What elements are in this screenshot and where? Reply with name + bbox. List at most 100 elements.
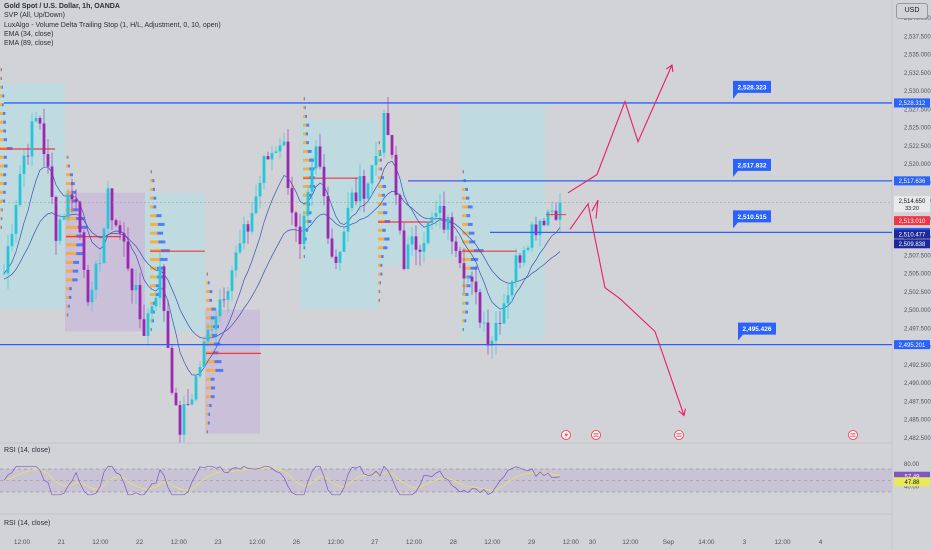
- volume-profile-bar: [66, 243, 77, 247]
- volume-profile-bar: [0, 138, 4, 142]
- volume-profile-bar: [303, 167, 310, 171]
- volume-profile-bar: [158, 222, 165, 226]
- volume-profile-bar: [379, 281, 381, 285]
- volume-profile-bar: [379, 141, 380, 145]
- time-tick: 12:00: [622, 539, 639, 546]
- indicator-ema89[interactable]: EMA (89, close): [4, 40, 54, 48]
- volume-profile-bar: [378, 158, 381, 162]
- volume-profile-bar: [464, 319, 467, 323]
- volume-profile-bar: [467, 205, 473, 209]
- volume-profile-bar: [3, 138, 7, 142]
- time-tick: 28: [450, 539, 458, 546]
- volume-profile-bar: [380, 272, 383, 276]
- candle: [170, 347, 174, 393]
- indicator-ema34[interactable]: EMA (34, close): [4, 30, 54, 38]
- volume-profile-bar: [462, 257, 471, 261]
- candle: [410, 236, 414, 245]
- volume-profile-bar: [309, 158, 314, 162]
- price-tick: 2,507.500: [904, 253, 931, 259]
- volume-profile-bar: [303, 149, 308, 153]
- candle: [130, 268, 134, 291]
- candle: [246, 224, 250, 232]
- volume-profile-bar: [66, 217, 77, 221]
- candle: [14, 204, 18, 234]
- time-tick: 12:00: [484, 539, 501, 546]
- candle: [494, 322, 498, 341]
- candle: [378, 152, 382, 156]
- volume-profile-bar: [3, 129, 7, 133]
- candle: [350, 192, 354, 208]
- volume-profile-bar: [303, 255, 305, 259]
- volume-profile-bar: [381, 255, 384, 259]
- price-tick: 2,537.500: [904, 34, 931, 40]
- price-tick: 2,520.000: [904, 162, 931, 168]
- volume-profile-bar: [0, 120, 4, 124]
- time-tick: 12:00: [327, 539, 344, 546]
- level-callout: [733, 158, 771, 177]
- candle: [286, 141, 290, 189]
- volume-profile-bar: [155, 284, 161, 288]
- volume-profile-bar: [210, 377, 215, 381]
- volume-profile-bar: [212, 333, 218, 337]
- projection-arrowhead: [678, 408, 686, 417]
- candle: [30, 121, 34, 157]
- rsi-legend-2[interactable]: RSI (14, close): [4, 520, 51, 527]
- price-axis-label: 2,513.010: [899, 219, 926, 225]
- volume-profile-bar: [381, 193, 386, 197]
- price-axis-label: 2,510.477: [899, 232, 926, 238]
- volume-profile-bar: [2, 103, 4, 107]
- volume-profile-bar: [378, 167, 381, 171]
- volume-profile-bar: [152, 319, 155, 323]
- candle: [206, 329, 210, 342]
- candle: [154, 297, 158, 307]
- candle: [422, 242, 426, 252]
- projection-arrowhead: [591, 199, 599, 219]
- indicator-svp[interactable]: SVP (All, Up/Down): [4, 12, 65, 20]
- candle: [166, 310, 170, 348]
- price-tick: 2,490.000: [904, 381, 931, 387]
- candle: [54, 196, 58, 241]
- time-tick: 21: [58, 539, 66, 546]
- rsi-legend[interactable]: RSI (14, close): [4, 447, 51, 454]
- time-tick: 14:00: [698, 539, 715, 546]
- candle: [118, 225, 122, 234]
- volume-profile-bar: [303, 158, 310, 162]
- volume-profile-bar: [66, 269, 73, 273]
- candle: [78, 201, 82, 233]
- candle: [282, 141, 286, 146]
- price-tick: 2,487.500: [904, 399, 931, 405]
- volume-profile-bar: [72, 269, 79, 273]
- candle: [426, 221, 430, 243]
- volume-profile-bar: [68, 164, 70, 168]
- candle: [158, 266, 162, 298]
- time-tick: 26: [293, 539, 301, 546]
- volume-profile-bar: [0, 68, 2, 72]
- level-callout-label: 2,495.426: [743, 326, 772, 333]
- rsi-ma-line: [3, 467, 561, 491]
- volume-profile-bar: [0, 103, 3, 107]
- candle: [2, 273, 6, 275]
- indicator-luxalgo[interactable]: LuxAlgo - Volume Delta Trailing Stop (1,…: [4, 21, 221, 29]
- volume-profile-bar: [152, 179, 155, 183]
- volume-profile-bar: [71, 190, 77, 194]
- volume-profile-bar: [465, 187, 468, 191]
- currency-badge[interactable]: USD: [896, 3, 928, 19]
- rsi-value-tag: [894, 471, 930, 481]
- volume-profile-bar: [470, 266, 478, 270]
- candle: [534, 224, 538, 236]
- candle: [330, 238, 334, 257]
- candle: [34, 117, 38, 122]
- volume-profile-bar: [2, 199, 6, 203]
- volume-profile-bar: [378, 141, 380, 145]
- volume-profile-bar: [305, 237, 307, 241]
- price-axis-label: 2,514.650: [899, 199, 926, 205]
- volume-profile-bar: [466, 214, 471, 218]
- candle: [218, 299, 222, 317]
- volume-profile-bar: [462, 214, 467, 218]
- volume-profile-bar: [66, 182, 71, 186]
- volume-profile-bar: [462, 293, 466, 296]
- level-axis-tag: [894, 98, 930, 108]
- projection-path: [569, 202, 685, 416]
- candle: [26, 155, 30, 157]
